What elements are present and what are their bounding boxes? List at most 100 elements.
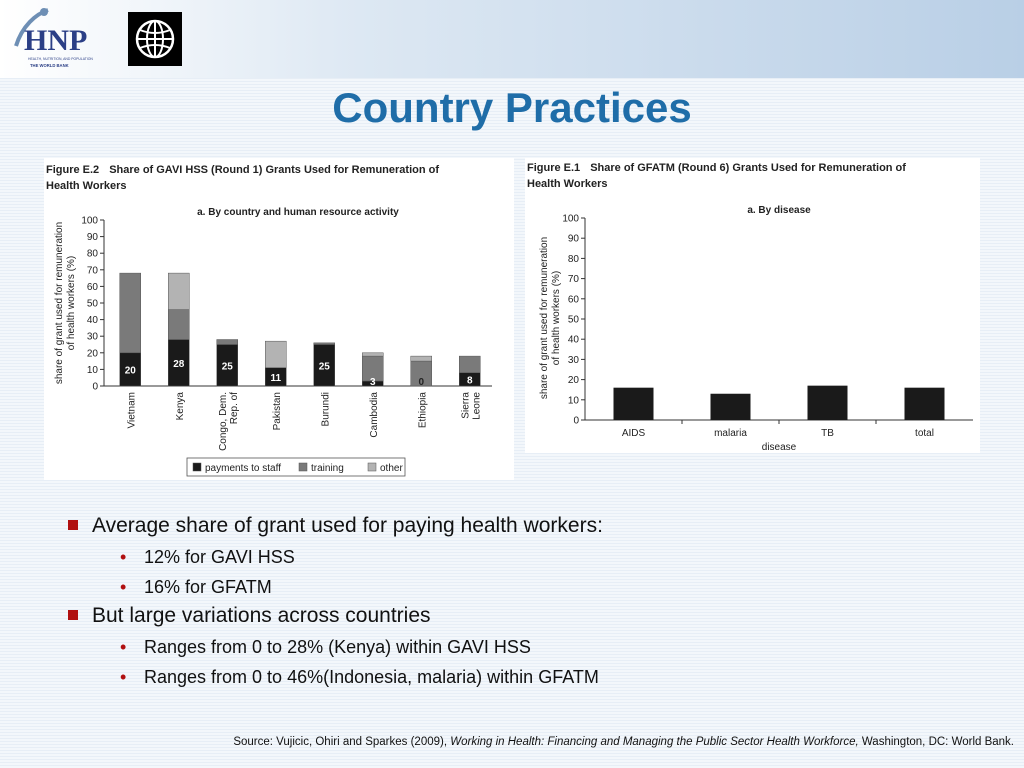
bullet-dot-icon: • (120, 577, 127, 597)
figure-gfatm-caption-line1: Share of GFATM (Round 6) Grants Used for… (590, 162, 906, 174)
bar (807, 385, 848, 420)
legend-label: payments to staff (205, 463, 281, 474)
hnp-logo-subtitle: HEALTH, NUTRITION, AND POPULATION (28, 57, 93, 61)
bar-data-label: 11 (270, 373, 281, 384)
y-tick-label: 40 (568, 335, 580, 346)
figure-gavi: Figure E.2 Share of GAVI HSS (Round 1) Gr… (44, 158, 514, 480)
hnp-logo-worldbank: THE WORLD BANK (30, 63, 69, 68)
y-tick-label: 10 (568, 395, 580, 406)
sub-bullet-item: • Ranges from 0 to 28% (Kenya) within GAV… (68, 634, 998, 660)
bullet-item: Average share of grant used for paying h… (68, 512, 998, 540)
bar-segment (313, 342, 335, 345)
x-tick-label: Pakistan (272, 392, 283, 430)
legend-label: training (311, 463, 344, 474)
bar-segment (265, 340, 287, 368)
bar (710, 393, 751, 420)
bar-segment (459, 355, 481, 373)
bullet-text: But large variations across countries (92, 604, 431, 627)
bar-segment (216, 339, 238, 345)
bar-data-label: 28 (173, 359, 185, 370)
y-tick-label: 70 (568, 274, 580, 285)
y-tick-label: 90 (568, 234, 580, 245)
chart-gavi: a. By country and human resource activit… (54, 207, 492, 477)
figure-gavi-caption-line1: Share of GAVI HSS (Round 1) Grants Used … (109, 164, 440, 176)
bar-segment (119, 272, 141, 354)
sub-bullet-text: 12% for GAVI HSS (144, 547, 295, 567)
bar-data-label: 8 (467, 375, 473, 386)
y-axis-label: share of grant used for remunerationof h… (54, 222, 77, 384)
bullet-item: But large variations across countries (68, 602, 998, 630)
bar-segment (410, 355, 432, 362)
bar-data-label: 25 (319, 361, 331, 372)
x-tick-label: AIDS (622, 428, 646, 439)
sub-bullet-item: • 16% for GFATM (68, 574, 998, 600)
chart-title: a. By disease (747, 205, 811, 216)
bar-segment (168, 309, 190, 340)
legend-box (186, 457, 406, 477)
y-tick-label: 0 (92, 382, 98, 393)
bar-data-label: 3 (370, 377, 376, 388)
y-tick-label: 30 (87, 332, 99, 343)
y-axis-label-line: of health workers (%) (66, 256, 77, 350)
bullet-square-icon (68, 520, 78, 530)
figure-gfatm-caption-line2: Health Workers (527, 178, 608, 190)
y-axis-label-line: share of grant used for remuneration (539, 237, 550, 399)
x-tick-label: TB (821, 428, 834, 439)
y-tick-label: 30 (568, 355, 580, 366)
x-tick-label: Sierra (460, 392, 471, 419)
y-axis-label-line: of health workers (%) (551, 271, 562, 365)
chart-gfatm: a. By disease1009080706050403020100share… (539, 205, 973, 453)
source-title: Working in Health: Financing and Managin… (450, 736, 859, 748)
source-suffix: Washington, DC: World Bank. (858, 736, 1014, 748)
x-tick-label: total (915, 428, 934, 439)
sub-bullet-text: Ranges from 0 to 28% (Kenya) within GAVI… (144, 637, 531, 657)
figure-gavi-caption: Figure E.2 Share of GAVI HSS (Round 1) Gr… (46, 162, 439, 194)
sub-bullet-item: • 12% for GAVI HSS (68, 544, 998, 570)
hnp-logo-text: HNP (24, 24, 87, 57)
legend-swatch (192, 462, 202, 472)
bullet-list: Average share of grant used for paying h… (68, 510, 998, 690)
bullet-square-icon (68, 610, 78, 620)
bullet-dot-icon: • (120, 547, 127, 567)
bar (613, 387, 654, 420)
y-tick-label: 10 (87, 365, 99, 376)
bar-data-label: 25 (222, 361, 234, 372)
y-tick-label: 60 (87, 282, 99, 293)
y-tick-label: 100 (562, 214, 579, 225)
x-tick-label: Kenya (175, 392, 186, 421)
legend-swatch (367, 462, 377, 472)
y-tick-label: 40 (87, 315, 99, 326)
y-axis-label-line: share of grant used for remuneration (54, 222, 65, 384)
y-tick-label: 80 (568, 254, 580, 265)
y-tick-label: 70 (87, 265, 99, 276)
figure-gfatm: Figure E.1 Share of GFATM (Round 6) Grant… (525, 158, 980, 453)
y-tick-label: 100 (81, 216, 98, 227)
x-tick-label: Vietnam (126, 392, 137, 429)
sub-bullet-text: 16% for GFATM (144, 577, 272, 597)
source-prefix: Source: Vujicic, Ohiri and Sparkes (2009… (233, 736, 451, 748)
x-tick-label: Leone (471, 392, 482, 420)
bar (904, 387, 945, 420)
sub-bullet-item: • Ranges from 0 to 46%(Indonesia, malaria… (68, 664, 998, 690)
x-tick-label: Ethiopia (417, 392, 428, 429)
x-tick-label: Rep. of (229, 392, 240, 424)
bullet-dot-icon: • (120, 667, 127, 687)
figure-gfatm-number: Figure E.1 (527, 162, 581, 174)
figure-gavi-number: Figure E.2 (46, 164, 100, 176)
y-tick-label: 90 (87, 232, 99, 243)
y-axis-label: share of grant used for remunerationof h… (539, 237, 562, 399)
figure-gavi-caption-line2: Health Workers (46, 180, 127, 192)
x-axis-label: disease (762, 442, 797, 453)
legend-label: other (380, 463, 403, 474)
y-tick-label: 20 (87, 348, 99, 359)
x-tick-label: Burundi (320, 392, 331, 426)
world-bank-globe-icon (128, 12, 182, 66)
bullet-dot-icon: • (120, 637, 127, 657)
y-tick-label: 80 (87, 249, 99, 260)
y-tick-label: 20 (568, 375, 580, 386)
y-tick-label: 50 (568, 315, 580, 326)
source-citation: Source: Vujicic, Ohiri and Sparkes (2009… (233, 736, 1014, 748)
bar-data-label: 20 (125, 365, 137, 376)
y-tick-label: 0 (573, 416, 579, 427)
x-tick-label: Congo, Dem. (218, 392, 229, 451)
